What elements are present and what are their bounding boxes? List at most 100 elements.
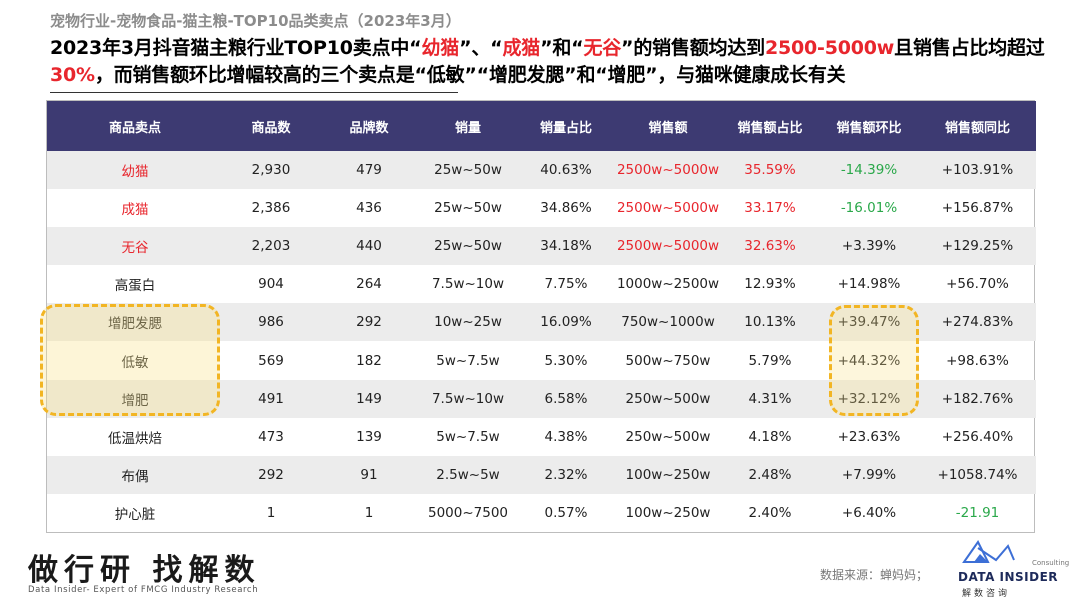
table-cell: 100w~250w — [625, 466, 711, 483]
breadcrumb: 宠物行业-宠物食品-猫主粮-TOP10品类卖点（2023年3月） — [50, 12, 461, 30]
table-cell: +182.76% — [941, 390, 1014, 407]
table-cell: +23.63% — [837, 428, 901, 445]
table-cell: 低敏 — [121, 354, 149, 371]
logo-name: DATA INSIDER — [958, 570, 1059, 584]
table-cell: 布偶 — [121, 468, 149, 485]
table-cell: 25w~50w — [434, 238, 502, 255]
table-cell: 16.09% — [540, 314, 592, 331]
page-title: 2023年3月抖音猫主粮行业TOP10卖点中“幼猫”、“成猫”和“无谷”的销售额… — [50, 35, 1060, 89]
table-cell: 4.18% — [748, 428, 792, 445]
table-cell: 436 — [356, 200, 382, 217]
table-cell: 440 — [356, 238, 382, 255]
logo-cn-name: 解数咨询 — [962, 589, 1011, 599]
table-cell: 473 — [258, 428, 284, 445]
table-cell: 34.18% — [540, 238, 592, 255]
table-cell: 增肥 — [121, 392, 149, 409]
table-cell: +256.40% — [941, 428, 1014, 445]
table-cell: 2,930 — [251, 162, 291, 179]
table-cell: 479 — [356, 162, 382, 179]
brand-tagline: Data Insider- Expert of FMCG Industry Re… — [28, 585, 259, 595]
table-cell: 成猫 — [121, 202, 149, 219]
table-cell: 569 — [258, 352, 284, 369]
data-insider-logo-icon — [962, 540, 1015, 563]
table-cell: 2.48% — [748, 466, 792, 483]
headline-text: ”的销售额均达到 — [621, 37, 765, 59]
headline-highlight: 30% — [50, 64, 95, 86]
column-header: 销量 — [454, 120, 481, 136]
table-cell: 292 — [356, 314, 382, 331]
table-cell: 250w~500w — [625, 428, 711, 445]
table-cell: 33.17% — [744, 200, 796, 217]
table-cell: +3.39% — [841, 238, 897, 255]
table-cell: 7.5w~10w — [431, 390, 505, 407]
table-cell: +7.99% — [841, 466, 897, 483]
table-cell: +44.32% — [837, 352, 901, 369]
title-divider — [50, 92, 458, 93]
table-cell: 5w~7.5w — [436, 428, 500, 445]
table-cell: 5w~7.5w — [436, 352, 500, 369]
table-header-row: 商品卖点 商品数 品牌数 销量 销量占比 销售额 销售额占比 销售额环比 销售额同比 — [47, 101, 1036, 151]
column-header: 销售额占比 — [737, 120, 803, 136]
column-header: 销售额 — [648, 120, 688, 136]
column-header: 商品卖点 — [108, 120, 161, 136]
table-cell: 1 — [364, 504, 374, 521]
table-cell: 1 — [266, 504, 276, 521]
table-row: 低温烘焙 473 139 5w~7.5w 4.38% 250w~500w 4.18% +23.… — [47, 418, 1036, 456]
table-cell: 5.79% — [748, 352, 792, 369]
highlight-box-right — [829, 305, 919, 416]
table-cell: 4.31% — [748, 390, 792, 407]
table-row: 成猫 2,386 436 25w~50w 34.86% 2500w~5000w 33.17%… — [47, 189, 1036, 227]
table-cell: 500w~750w — [625, 352, 711, 369]
table-cell: 750w~1000w — [621, 314, 715, 331]
column-header: 销售额同比 — [944, 120, 1010, 136]
table-cell: +56.70% — [946, 276, 1009, 293]
table-cell: 2.40% — [748, 504, 792, 521]
table-cell: 35.59% — [744, 162, 796, 179]
table-cell: 7.75% — [544, 276, 588, 293]
table-cell: 2.32% — [544, 466, 588, 483]
headline-highlight: 无谷 — [583, 37, 622, 59]
table-cell: +156.87% — [941, 200, 1014, 217]
table-cell: +39.47% — [837, 314, 901, 331]
table-cell: 高蛋白 — [114, 278, 156, 295]
highlight-box-left — [40, 304, 220, 416]
table-cell: 4.38% — [544, 428, 588, 445]
column-header: 销售额环比 — [836, 120, 902, 136]
table-cell: 5000~7500 — [427, 504, 509, 521]
headline-text: ，而销售额环比增幅较高的三个卖点是“低敏”“增肥发腮”和“增肥”，与猫咪健康成长… — [94, 64, 846, 86]
table-cell: 7.5w~10w — [431, 276, 505, 293]
headline-highlight: 2500-5000w — [764, 37, 895, 59]
table-cell: -14.39% — [840, 162, 898, 179]
table-cell: 幼猫 — [121, 164, 149, 181]
table-cell: +6.40% — [841, 504, 897, 521]
data-source-note: 数据来源：蝉妈妈； — [820, 568, 929, 582]
table-cell: 904 — [258, 276, 284, 293]
table-cell: 2.5w~5w — [436, 466, 500, 483]
table-cell: +1058.74% — [937, 466, 1018, 483]
table-cell: 32.63% — [744, 238, 796, 255]
table-cell: +129.25% — [941, 238, 1014, 255]
headline-text: 2023年3月抖音猫主粮行业TOP10卖点中“ — [50, 37, 422, 59]
table-row: 增肥发腮 986 292 10w~25w 16.09% 750w~1000w 10.13% +… — [47, 303, 1036, 342]
brand-slogan: 做行研 找解数 — [28, 553, 261, 588]
table-cell: 2500w~5000w — [616, 238, 720, 255]
headline-text: 且销售占比均超过 — [894, 37, 1045, 59]
table-cell: 40.63% — [540, 162, 592, 179]
table-cell: 6.58% — [544, 390, 588, 407]
table-row: 无谷 2,203 440 25w~50w 34.18% 2500w~5000w 32.63%… — [47, 227, 1036, 266]
table-cell: -21.91 — [955, 504, 1000, 521]
table-cell: +32.12% — [837, 390, 901, 407]
table-cell: 10w~25w — [434, 314, 502, 331]
table-cell: 2500w~5000w — [616, 200, 720, 217]
column-header: 品牌数 — [349, 120, 389, 136]
table-cell: 1000w~2500w — [616, 276, 720, 293]
table-row: 护心脏 1 1 5000~7500 0.57% 100w~250w 2.40% +6.40% -… — [47, 494, 1036, 532]
table-cell: -16.01% — [840, 200, 898, 217]
table-cell: 2,386 — [251, 200, 291, 217]
table-cell: 10.13% — [744, 314, 796, 331]
table-cell: 250w~500w — [625, 390, 711, 407]
table-cell: 264 — [356, 276, 382, 293]
table-cell: 25w~50w — [434, 200, 502, 217]
logo-consulting-label: Consulting — [1032, 559, 1070, 567]
table-cell: 91 — [360, 466, 378, 483]
